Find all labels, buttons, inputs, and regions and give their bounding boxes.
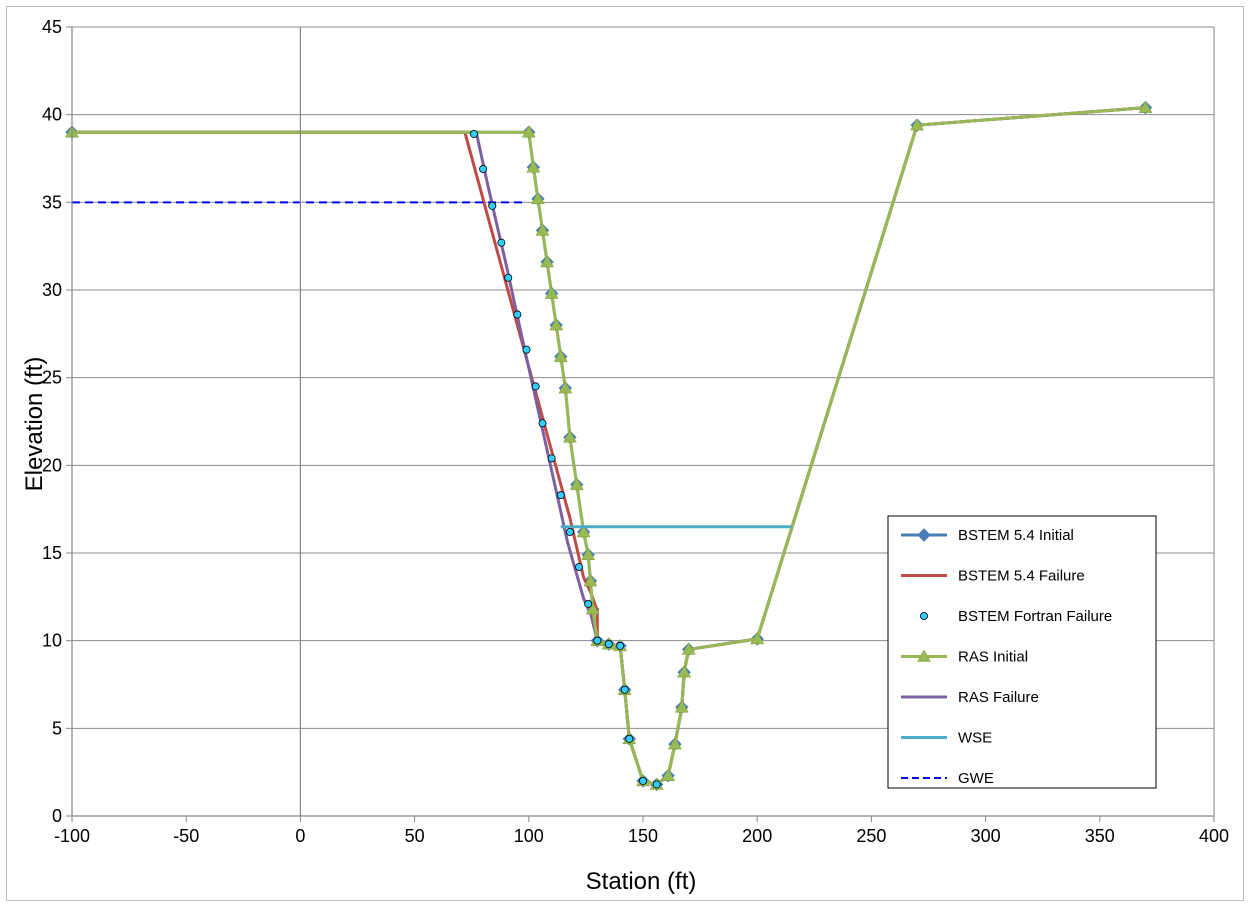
ras-initial-point — [544, 286, 559, 299]
ras-initial-point — [581, 547, 596, 561]
ras-initial-point — [750, 631, 765, 645]
ras-initial-point — [521, 125, 536, 138]
y-tick-label: 0 — [52, 806, 62, 826]
ras-initial-point — [553, 349, 568, 362]
legend-label-gwe: GWE — [958, 770, 994, 787]
x-tick-label: 300 — [971, 826, 1001, 846]
bstem-fortran-failure-point — [604, 640, 613, 649]
x-tick-label: -100 — [54, 826, 90, 846]
y-tick-label: 30 — [42, 280, 62, 300]
ras-initial-point — [677, 665, 692, 678]
ras-initial-point — [910, 118, 925, 131]
x-tick-label: 350 — [1085, 826, 1115, 846]
ras-initial-point — [526, 160, 541, 173]
y-tick-label: 20 — [42, 455, 62, 475]
bstem-fortran-failure-point — [593, 636, 602, 645]
bstem-fortran-failure-point — [504, 273, 513, 282]
ras-initial-point — [569, 477, 584, 490]
ras-initial-point — [535, 223, 550, 236]
ras-initial-point — [540, 254, 555, 268]
legend-label-bstem-5-4-failure: BSTEM 5.4 Failure — [958, 568, 1085, 585]
legend-label-ras-initial: RAS Initial — [958, 649, 1028, 666]
y-tick-label: 40 — [42, 105, 62, 125]
x-tick-label: 400 — [1199, 826, 1229, 846]
y-axis-title: Elevation (ft) — [21, 357, 48, 492]
x-tick-label: 250 — [856, 826, 886, 846]
bstem-fortran-failure-point — [616, 641, 625, 650]
x-tick-label: 100 — [514, 826, 544, 846]
bstem-fortran-failure-point — [620, 685, 629, 694]
legend-marker-bstem-fortran-failure — [920, 612, 929, 621]
bstem-fortran-failure-point — [479, 165, 488, 174]
ras-initial-point — [585, 602, 600, 615]
x-axis-title: Station (ft) — [586, 868, 697, 895]
bstem-fortran-failure-point — [538, 419, 547, 428]
legend-box — [887, 515, 1157, 789]
bstem-fortran-failure-point — [625, 734, 634, 743]
ras-initial-point — [558, 381, 573, 394]
legend-marker-ras-initial — [917, 649, 931, 662]
ras-initial-point — [583, 574, 598, 587]
ras-initial-point — [1138, 100, 1153, 113]
bstem-fortran-failure-point — [575, 563, 584, 572]
y-tick-label: 25 — [42, 368, 62, 388]
bstem-fortran-failure-point — [556, 491, 565, 500]
x-tick-label: -50 — [173, 826, 199, 846]
x-tick-label: 200 — [742, 826, 772, 846]
y-tick-label: 15 — [42, 543, 62, 563]
tick-labels: -100 -50 0 50 100 150 200 250 300 350 400 0 5 10 15 20 2… — [42, 17, 1229, 846]
bstem-fortran-failure-point — [513, 310, 522, 319]
ras-initial-point — [531, 191, 545, 205]
series-bstem-fortran-failure — [469, 129, 661, 789]
legend-label-bstem-5-4-initial: BSTEM 5.4 Initial — [958, 527, 1074, 544]
legend-marker-bstem-5-4-initial — [917, 528, 931, 542]
y-tick-label: 10 — [42, 631, 62, 651]
bstem-fortran-failure-point — [469, 129, 478, 138]
ras-initial-point — [668, 737, 682, 750]
bstem-fortran-failure-point — [488, 201, 497, 210]
x-tick-label: 0 — [295, 826, 305, 846]
y-tick-label: 35 — [42, 192, 62, 212]
bstem-fortran-failure-point — [497, 238, 506, 247]
ras-initial-point — [549, 318, 564, 331]
bstem-fortran-failure-point — [531, 382, 540, 391]
ras-initial-point — [681, 642, 696, 655]
bstem-fortran-failure-point — [652, 780, 661, 789]
bstem-fortran-failure-point — [522, 345, 531, 354]
legend-label-ras-failure: RAS Failure — [958, 689, 1039, 706]
ras-initial-point — [674, 700, 689, 713]
bstem-fortran-failure-point — [565, 527, 574, 536]
legend-label-wse: WSE — [958, 730, 992, 747]
legend: BSTEM 5.4 Initial BSTEM 5.4 Failure BSTEM … — [887, 515, 1157, 789]
ras-initial-point — [661, 768, 676, 781]
axes — [66, 26, 1215, 822]
ras-initial-point — [562, 430, 577, 443]
x-tick-label: 150 — [628, 826, 658, 846]
bstem-fortran-failure-point — [547, 454, 556, 463]
y-tick-label: 45 — [42, 17, 62, 37]
bstem-fortran-failure-point — [639, 776, 648, 785]
y-tick-label: 5 — [52, 718, 62, 738]
ras-initial-point — [576, 524, 591, 538]
x-tick-label: 50 — [405, 826, 425, 846]
legend-label-bstem-fortran-failure: BSTEM Fortran Failure — [958, 608, 1112, 625]
series-layer — [65, 100, 1153, 792]
bstem-fortran-failure-point — [584, 599, 593, 608]
